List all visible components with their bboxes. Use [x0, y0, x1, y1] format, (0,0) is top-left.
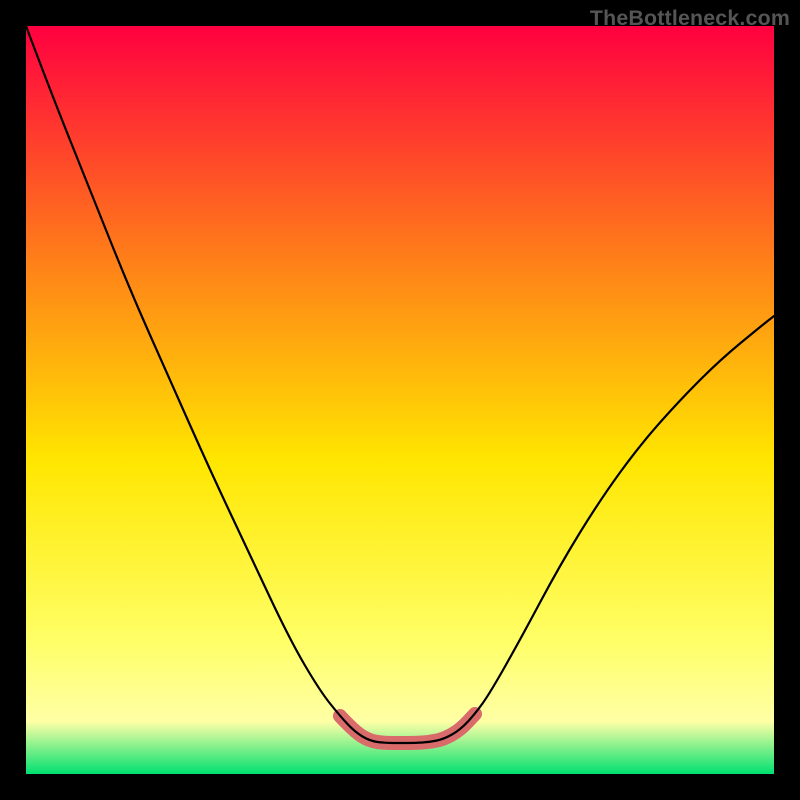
bottleneck-chart: TheBottleneck.com: [0, 0, 800, 800]
plot-background: [26, 26, 774, 774]
watermark-text: TheBottleneck.com: [590, 6, 790, 31]
chart-svg: [0, 0, 800, 800]
